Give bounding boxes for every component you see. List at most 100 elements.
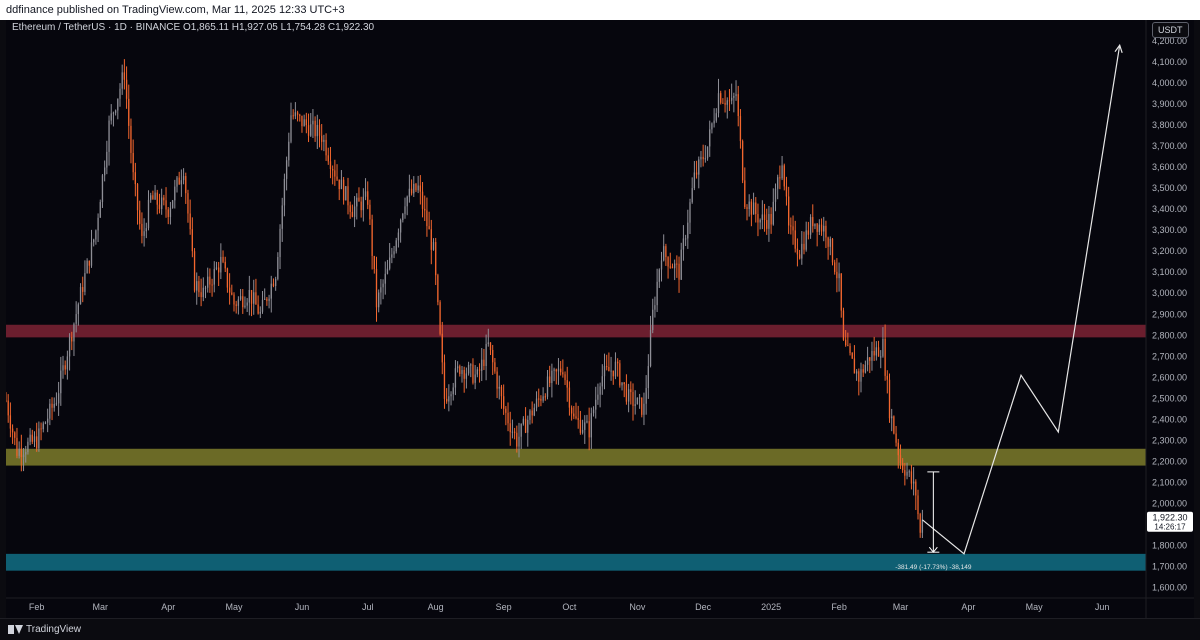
candle-body <box>160 197 163 209</box>
candle-body <box>448 396 450 402</box>
x-tick-label: Mar <box>93 602 109 612</box>
candle-body <box>492 349 494 363</box>
candle-body <box>702 156 704 160</box>
candle-body <box>426 210 428 227</box>
candle-body <box>176 177 178 187</box>
candle-body <box>496 371 498 389</box>
candle-body <box>367 191 369 205</box>
candle-body <box>855 371 858 374</box>
candle-body <box>649 329 652 367</box>
candle-body <box>20 448 23 458</box>
price-chart[interactable]: 4,200.00 4,100.00 4,000.00 3,900.00 3,800.00… <box>6 20 1194 618</box>
candle-body <box>415 183 417 191</box>
candle-body <box>566 380 568 388</box>
candle-body <box>430 229 432 250</box>
candle-body <box>599 386 601 395</box>
candle-body <box>641 397 643 415</box>
candle-body <box>535 398 538 408</box>
chart-frame[interactable]: 4,200.00 4,100.00 4,000.00 3,900.00 3,800.00… <box>6 20 1194 618</box>
candle-body <box>849 345 851 353</box>
candle-body <box>901 462 904 471</box>
candle-body <box>285 160 288 179</box>
candle-body <box>538 398 540 400</box>
candle-body <box>768 214 770 229</box>
candle-body <box>645 388 647 404</box>
candle-body <box>544 396 546 398</box>
candle-body <box>200 292 202 298</box>
candle-body <box>573 413 575 417</box>
candle-body <box>781 165 783 179</box>
candle-body <box>746 207 748 210</box>
candle-body <box>454 368 457 388</box>
y-tick-label: 2,000.00 <box>1152 498 1187 508</box>
candle-body <box>601 376 603 387</box>
candle-body <box>478 369 481 371</box>
candle-body <box>844 339 847 346</box>
measure-label: -381.49 (-17.73%) -38,149 <box>895 564 972 571</box>
x-tick-label: Apr <box>161 602 175 612</box>
candle-body <box>527 419 529 433</box>
candle-body <box>864 364 867 373</box>
candle-body <box>638 397 641 399</box>
candle-body <box>717 93 720 114</box>
measure-arrowhead <box>928 546 938 553</box>
candle-body <box>597 394 599 400</box>
candle-body <box>272 283 275 286</box>
candle-body <box>912 481 915 484</box>
candle-body <box>51 403 53 408</box>
candle-body <box>761 214 764 220</box>
candle-body <box>64 365 66 370</box>
candle-body <box>110 113 112 121</box>
candle-body <box>84 273 86 292</box>
candle-body <box>755 202 757 215</box>
candle-body <box>16 437 18 456</box>
candle-body <box>239 296 242 300</box>
candle-body <box>123 72 126 80</box>
candle-body <box>351 211 354 217</box>
candle-body <box>463 370 465 379</box>
tradingview-logo-icon <box>8 625 23 634</box>
candle-body <box>340 179 343 190</box>
candle-body <box>22 454 25 458</box>
candle-body <box>603 366 606 377</box>
currency-selector[interactable]: USDT <box>1152 22 1189 38</box>
candle-body <box>301 115 303 127</box>
candle-body <box>711 123 713 130</box>
footer-bar: TradingView <box>0 618 1200 640</box>
candle-body <box>139 210 141 224</box>
y-tick-label: 3,200.00 <box>1152 246 1187 256</box>
candle-body <box>667 257 669 267</box>
candle-body <box>279 228 281 258</box>
candle-body <box>873 351 875 356</box>
y-tick-label: 2,600.00 <box>1152 372 1187 382</box>
candle-body <box>299 114 301 116</box>
candle-body <box>77 304 80 315</box>
candle-body <box>307 125 310 136</box>
target-zone <box>6 553 1146 571</box>
y-tick-label: 4,200.00 <box>1152 36 1187 46</box>
candle-body <box>616 361 619 364</box>
candle-body <box>9 415 12 429</box>
candle-body <box>277 257 279 279</box>
candle-body <box>196 281 198 291</box>
candle-body <box>704 158 707 160</box>
candle-body <box>215 267 218 269</box>
candle-body <box>831 238 834 263</box>
projection-path <box>922 45 1121 555</box>
candle-body <box>165 200 167 210</box>
candle-body <box>621 382 623 386</box>
candle-body <box>612 370 614 377</box>
candle-body <box>147 199 150 229</box>
candle-body <box>150 195 152 200</box>
candle-body <box>720 93 722 103</box>
candle-body <box>882 338 884 357</box>
candle-body <box>658 269 660 282</box>
candle-body <box>921 519 924 533</box>
candle-body <box>388 257 391 269</box>
candle-body <box>752 202 755 215</box>
candle-body <box>386 268 389 274</box>
candle-body <box>101 175 104 203</box>
x-tick-label: Jun <box>1095 602 1110 612</box>
candle-body <box>533 407 536 416</box>
candle-body <box>524 418 527 433</box>
